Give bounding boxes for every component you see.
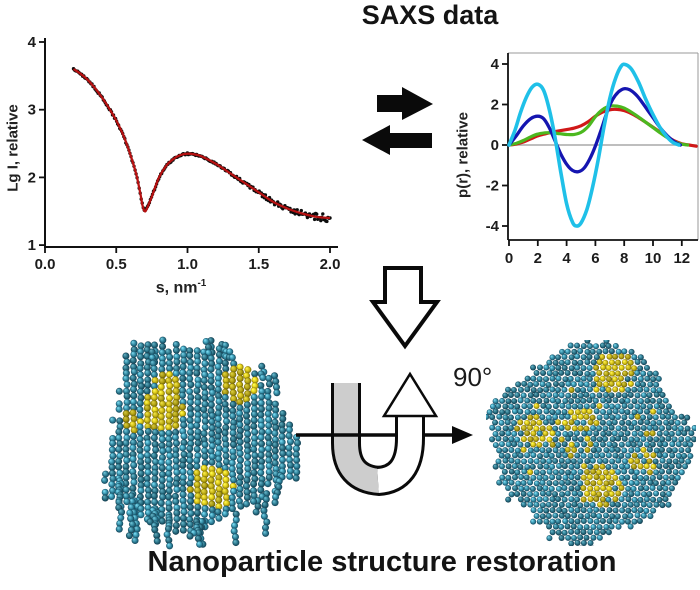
axes: 0 2 4 6 8 10 12 -4 -2 0 2 4 [486, 52, 699, 267]
x-tick-label: 2.0 [320, 256, 341, 273]
x-tick-label: 1.0 [177, 256, 198, 273]
x-tick-label: 0 [505, 250, 513, 267]
rotation-axis-line [296, 426, 473, 444]
x-tick-label: 12 [673, 250, 690, 267]
x-tick-label: 0.0 [35, 256, 56, 273]
y-tick-label: 4 [491, 56, 500, 73]
rotation-ribbon-front [376, 371, 439, 496]
x-tick-label: 2 [534, 250, 542, 267]
right-chart-ylabel: p(r), relative [454, 112, 472, 198]
rotation-angle-label: 90° [453, 362, 493, 392]
y-tick-label: 2 [491, 97, 499, 114]
series-experimental-data [71, 67, 332, 224]
left-chart-ylabel: Lg I, relative [4, 104, 22, 192]
series-cyan [507, 62, 681, 228]
left-chart-xlabel: s, nm-1 [156, 278, 207, 297]
xlabel-base: s, nm [155, 279, 198, 297]
x-tick-label: 1.5 [248, 256, 269, 273]
series-model-fit [72, 68, 331, 220]
rotation-arrowhead [381, 371, 439, 418]
saxs-intensity-chart: 0.0 0.5 1.0 1.5 2.0 1 2 3 4 [28, 34, 341, 273]
series-green [507, 104, 690, 147]
pr-distribution-chart: 0 2 4 6 8 10 12 -4 -2 0 2 4 [486, 52, 699, 267]
rotation-ribbon-back [331, 383, 382, 496]
y-tick-label: 3 [28, 102, 36, 119]
x-tick-label: 0.5 [106, 256, 127, 273]
series-blue [507, 86, 683, 174]
axes: 0.0 0.5 1.0 1.5 2.0 1 2 3 4 [28, 34, 341, 273]
y-tick-label: 2 [28, 169, 36, 186]
x-tick-label: 8 [620, 250, 628, 267]
nanoparticle-model-left [88, 326, 306, 550]
y-tick-label: 0 [491, 137, 499, 154]
y-tick-label: 4 [28, 34, 37, 51]
y-tick-label: -4 [486, 218, 500, 235]
y-tick-label: 1 [28, 237, 36, 254]
x-tick-label: 4 [562, 250, 571, 267]
nanoparticle-model-right [486, 340, 696, 546]
y-tick-label: -2 [486, 178, 499, 195]
xlabel-exponent: -1 [197, 278, 207, 289]
x-tick-label: 6 [591, 250, 599, 267]
figure-caption: Nanoparticle structure restoration [147, 546, 617, 578]
down-arrow-icon [369, 266, 441, 350]
figure-title: SAXS data [361, 0, 499, 30]
rotation-axis-arrow [296, 371, 473, 496]
x-tick-label: 10 [645, 250, 662, 267]
right-arrow-icon [377, 87, 433, 120]
exchange-arrows [362, 87, 433, 155]
left-arrow-icon [362, 125, 432, 155]
